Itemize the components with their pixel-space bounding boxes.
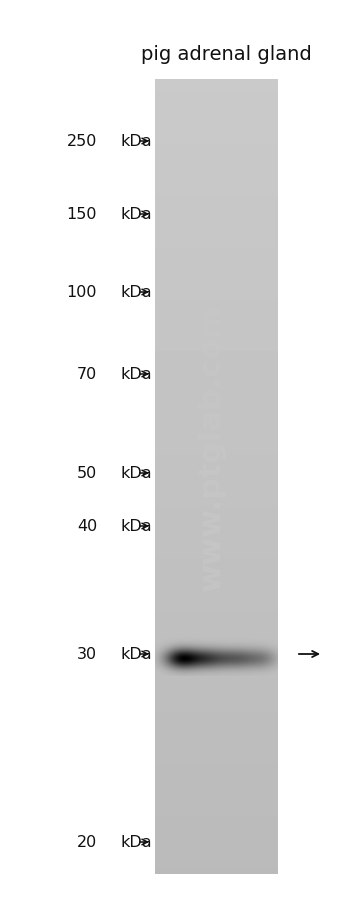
Text: kDa: kDa — [120, 285, 152, 300]
Text: 70: 70 — [77, 367, 97, 382]
Text: 30: 30 — [77, 647, 97, 662]
Text: 50: 50 — [77, 466, 97, 481]
Text: 250: 250 — [66, 134, 97, 150]
Text: kDa: kDa — [120, 519, 152, 534]
Text: kDa: kDa — [120, 134, 152, 150]
Text: kDa: kDa — [120, 207, 152, 222]
Text: pig adrenal gland: pig adrenal gland — [141, 45, 312, 64]
Text: 150: 150 — [66, 207, 97, 222]
Text: 100: 100 — [66, 285, 97, 300]
Text: kDa: kDa — [120, 647, 152, 662]
Text: 20: 20 — [77, 834, 97, 850]
Text: kDa: kDa — [120, 466, 152, 481]
Text: 40: 40 — [77, 519, 97, 534]
Text: kDa: kDa — [120, 834, 152, 850]
Text: kDa: kDa — [120, 367, 152, 382]
Text: www.ptglab.com: www.ptglab.com — [197, 304, 226, 591]
